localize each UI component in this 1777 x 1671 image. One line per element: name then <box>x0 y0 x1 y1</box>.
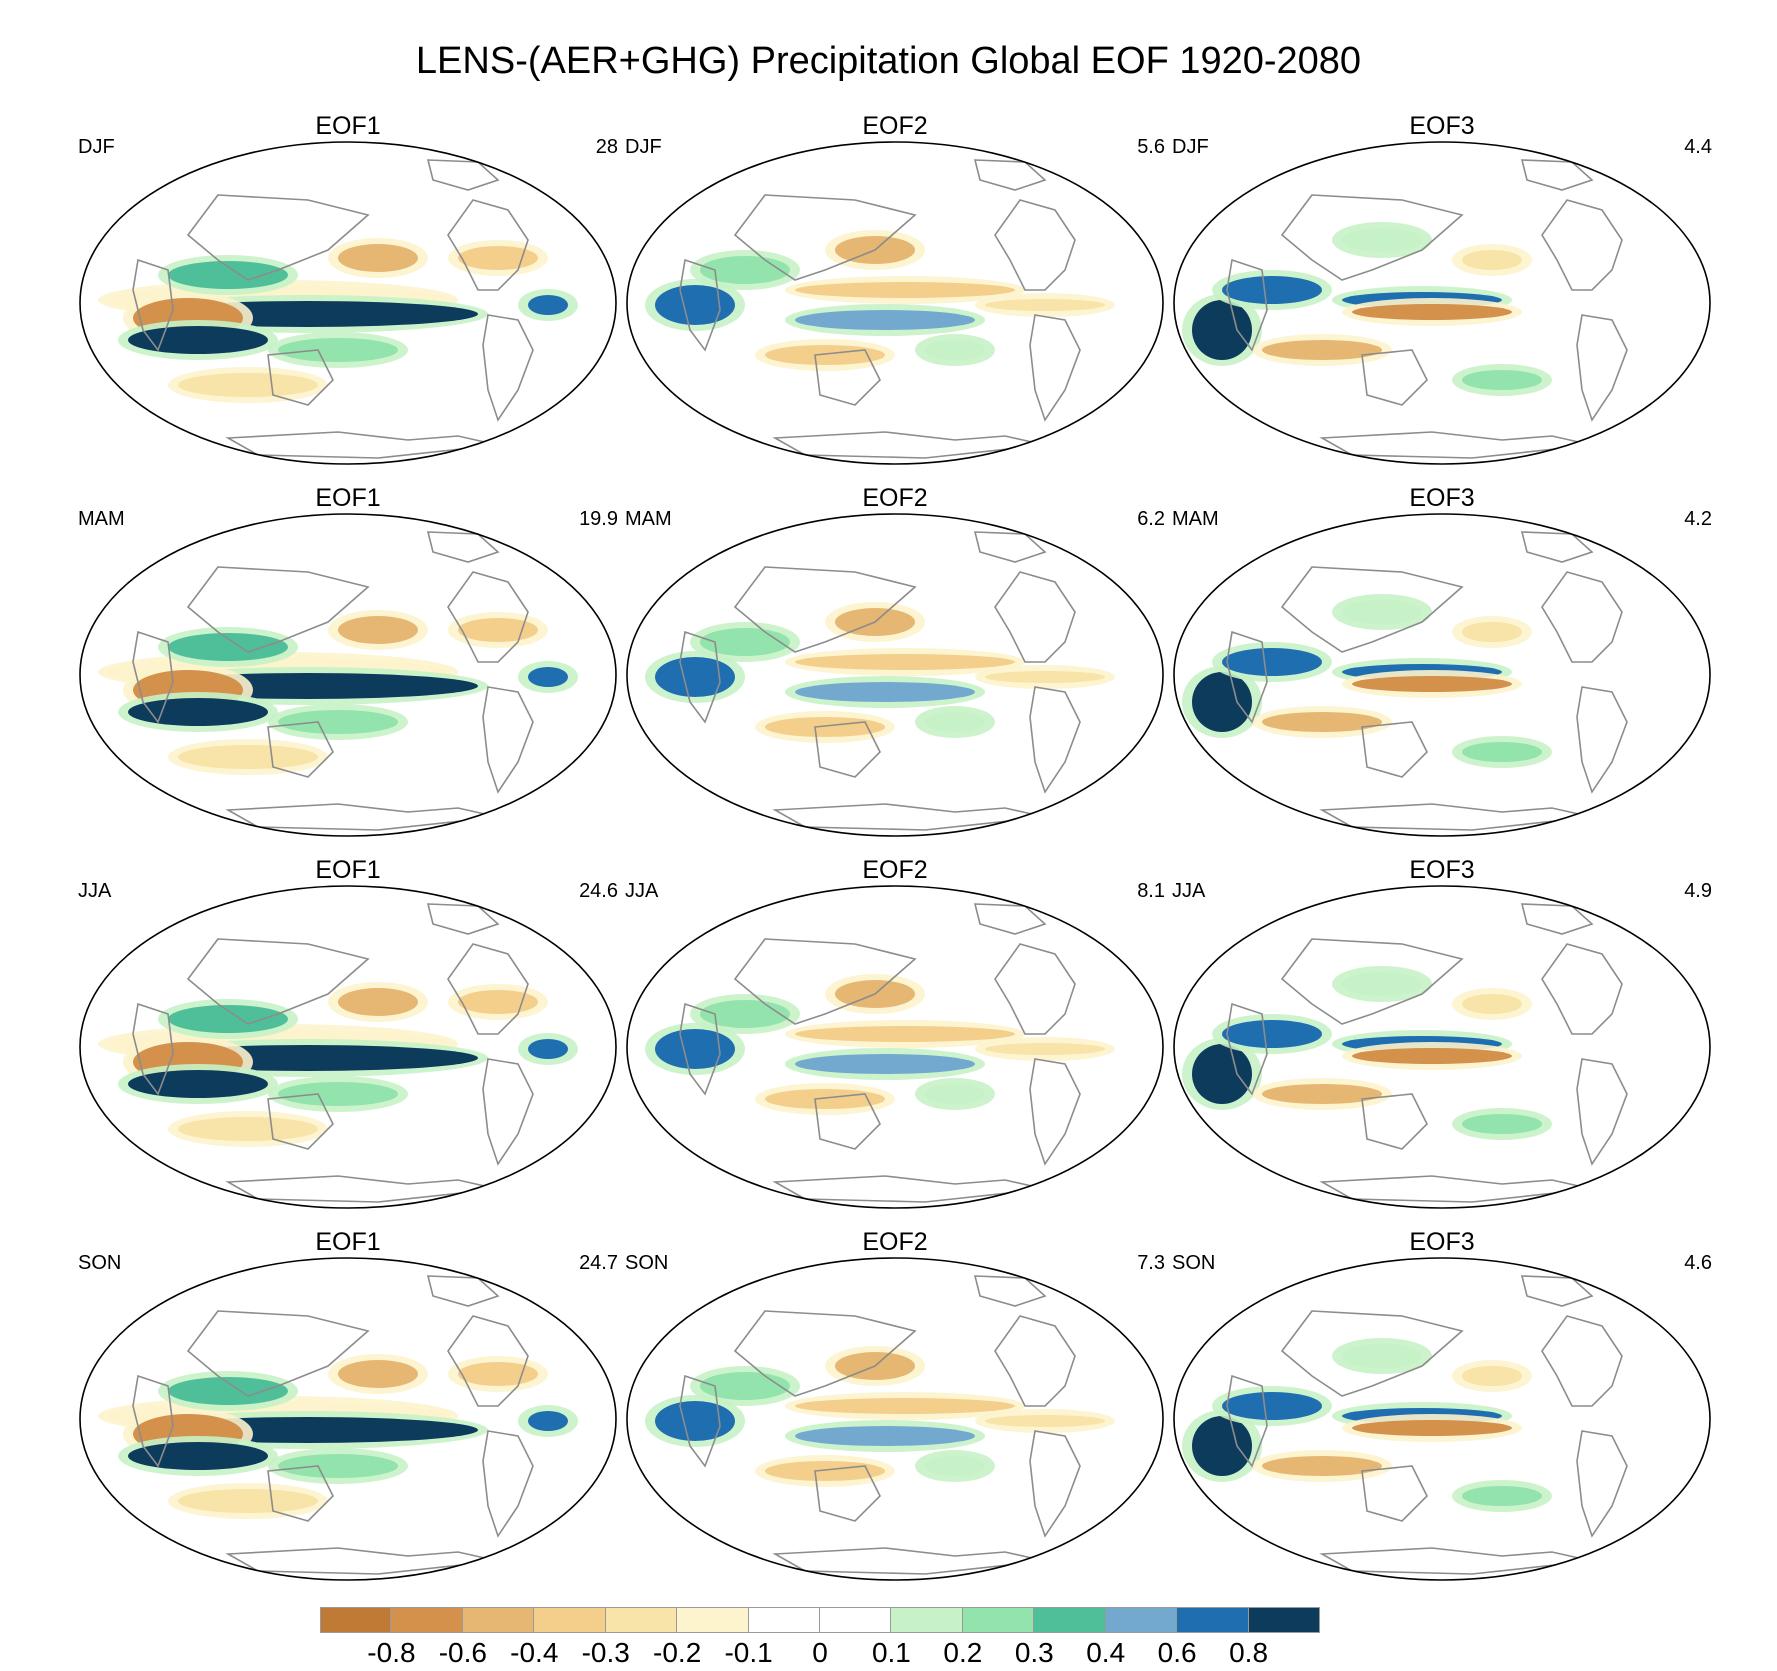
panel-season-label: JJA <box>1172 880 1206 902</box>
map-panel: EOF1 DJF 28 <box>78 112 618 472</box>
colorbar-swatch <box>962 1607 1035 1633</box>
colorbar-swatch <box>1105 1607 1178 1633</box>
colorbar-tick-label: -0.4 <box>510 1637 559 1668</box>
map-panel: EOF2 DJF 5.6 <box>625 112 1165 472</box>
panel-variance-label: 5.6 <box>1137 136 1165 158</box>
panel-variance-label: 7.3 <box>1137 1252 1165 1274</box>
panel-variance-label: 24.7 <box>579 1252 618 1274</box>
colorbar-swatch <box>820 1607 892 1633</box>
globe-map <box>626 885 1164 1209</box>
panel-eof-title: EOF2 <box>862 484 928 512</box>
globe-map <box>1173 1257 1711 1581</box>
panel-eof-title: EOF3 <box>1409 484 1475 512</box>
colorbar-swatch <box>462 1607 535 1633</box>
globe-map <box>1173 885 1711 1209</box>
colorbar-tick-label: 0.4 <box>1086 1637 1126 1668</box>
colorbar-swatch <box>391 1607 463 1633</box>
panel-variance-label: 6.2 <box>1137 508 1165 530</box>
panel-variance-label: 4.9 <box>1684 880 1712 902</box>
globe-map <box>79 1257 617 1581</box>
globe-map <box>79 141 617 465</box>
colorbar-swatch <box>1177 1607 1249 1633</box>
panel-variance-label: 8.1 <box>1137 880 1165 902</box>
colorbar-swatch <box>1248 1607 1320 1633</box>
panel-eof-title: EOF3 <box>1409 112 1475 140</box>
colorbar-tick-label: -0.2 <box>653 1637 702 1668</box>
colorbar-swatch <box>1034 1607 1106 1633</box>
globe-map <box>626 1257 1164 1581</box>
map-panel: EOF1 JJA 24.6 <box>78 856 618 1216</box>
colorbar-tick-label: 0 <box>812 1637 828 1668</box>
colorbar-swatch <box>748 1607 820 1633</box>
colorbar-tick-label: 0.2 <box>943 1637 983 1668</box>
figure-title: LENS-(AER+GHG) Precipitation Global EOF … <box>415 40 1362 82</box>
panel-variance-label: 4.4 <box>1684 136 1712 158</box>
panel-season-label: JJA <box>78 880 112 902</box>
panel-eof-title: EOF1 <box>315 856 381 884</box>
panel-variance-label: 28 <box>595 136 618 158</box>
colorbar-swatch <box>677 1607 749 1633</box>
colorbar-swatch <box>605 1607 678 1633</box>
panel-season-label: DJF <box>1172 136 1209 158</box>
colorbar-tick-label: 0.8 <box>1229 1637 1269 1668</box>
panel-season-label: JJA <box>625 880 659 902</box>
panel-eof-title: EOF2 <box>862 1228 928 1256</box>
colorbar-swatch <box>534 1607 606 1633</box>
panel-season-label: DJF <box>78 136 115 158</box>
colorbar-tick-label: -0.8 <box>367 1637 416 1668</box>
panel-season-label: MAM <box>1172 508 1219 530</box>
colorbar-tick-label: 0.1 <box>871 1637 911 1668</box>
panel-eof-title: EOF1 <box>315 112 381 140</box>
map-panel: EOF3 JJA 4.9 <box>1172 856 1712 1216</box>
globe-map <box>626 141 1164 465</box>
map-panel: EOF2 SON 7.3 <box>625 1228 1165 1588</box>
globe-map <box>626 513 1164 837</box>
panel-variance-label: 19.9 <box>579 508 618 530</box>
globe-map <box>79 885 617 1209</box>
panel-season-label: SON <box>1172 1252 1216 1274</box>
panel-eof-title: EOF3 <box>1409 1228 1475 1256</box>
colorbar-tick-label: 0.6 <box>1157 1637 1197 1668</box>
map-panel: EOF3 SON 4.6 <box>1172 1228 1712 1588</box>
map-panel: EOF1 MAM 19.9 <box>78 484 618 844</box>
panel-variance-label: 24.6 <box>579 880 618 902</box>
panel-eof-title: EOF3 <box>1409 856 1475 884</box>
colorbar-tick-label: -0.3 <box>581 1637 630 1668</box>
colorbar: -0.8 -0.6 -0.4 -0.3 -0.2 -0.1 0 0.1 0.2 0.3 0.4 0.6… <box>320 1607 1460 1668</box>
panel-season-label: DJF <box>625 136 662 158</box>
map-panel: EOF1 SON 24.7 <box>78 1228 618 1588</box>
map-panel: EOF3 MAM 4.2 <box>1172 484 1712 844</box>
colorbar-tick-label: -0.6 <box>438 1637 487 1668</box>
panel-eof-title: EOF2 <box>862 856 928 884</box>
globe-map <box>1173 513 1711 837</box>
panel-season-label: SON <box>625 1252 669 1274</box>
colorbar-swatch <box>891 1607 963 1633</box>
panel-eof-title: EOF1 <box>315 1228 381 1256</box>
map-panel: EOF2 JJA 8.1 <box>625 856 1165 1216</box>
panel-season-label: MAM <box>625 508 672 530</box>
map-panel: EOF3 DJF 4.4 <box>1172 112 1712 472</box>
panel-eof-title: EOF1 <box>315 484 381 512</box>
globe-map <box>79 513 617 837</box>
panel-season-label: MAM <box>78 508 125 530</box>
map-panel: EOF2 MAM 6.2 <box>625 484 1165 844</box>
colorbar-swatch <box>320 1607 392 1633</box>
panel-variance-label: 4.6 <box>1684 1252 1712 1274</box>
colorbar-tick-label: -0.1 <box>724 1637 773 1668</box>
panel-season-label: SON <box>78 1252 122 1274</box>
colorbar-tick-label: 0.3 <box>1014 1637 1054 1668</box>
globe-map <box>1173 141 1711 465</box>
panel-variance-label: 4.2 <box>1684 508 1712 530</box>
panel-eof-title: EOF2 <box>862 112 928 140</box>
